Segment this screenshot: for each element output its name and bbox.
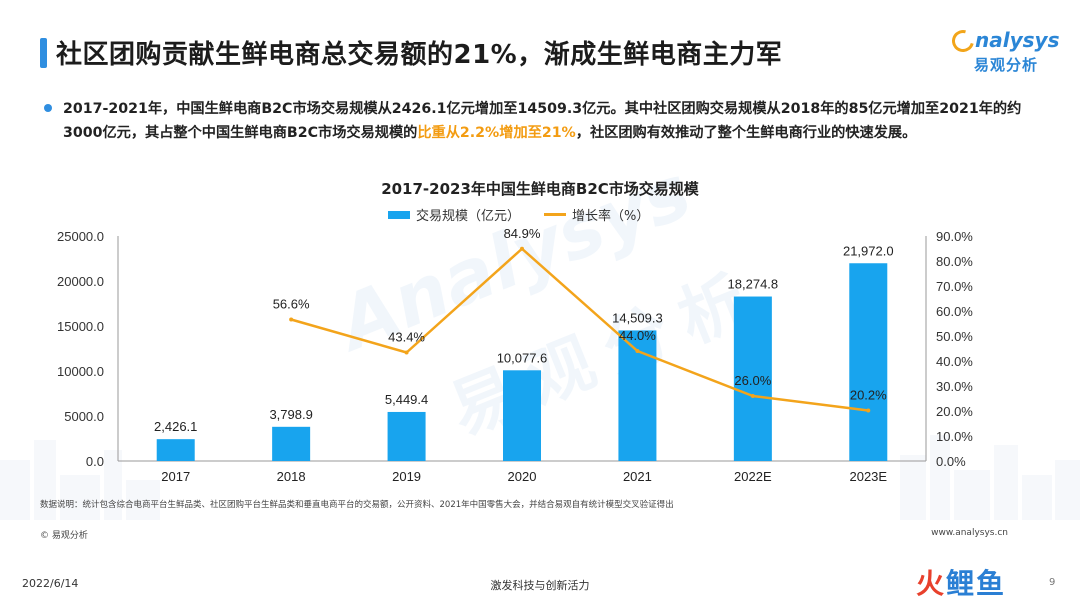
- title-accent-bar: [40, 38, 47, 68]
- bar-value-label: 2,426.1: [154, 419, 197, 434]
- data-source-note: 数据说明：统计包含综合电商平台生鲜品类、社区团购平台生鲜品类和垂直电商平台的交易…: [40, 500, 674, 510]
- logo-chinese-name: 易观分析: [974, 56, 1039, 74]
- logo-wordmark: nalysys: [975, 28, 1060, 52]
- x-tick-label: 2019: [392, 469, 421, 484]
- bar-value-label: 18,274.8: [728, 277, 779, 292]
- chart-legend: 交易规模（亿元） 增长率（%）: [388, 205, 673, 224]
- brand-part-2: 鲤鱼: [946, 567, 1007, 600]
- legend-bar-label: 交易规模（亿元）: [416, 209, 521, 224]
- legend-bar-swatch: [388, 210, 410, 219]
- page-title: 社区团购贡献生鲜电商总交易额的21%，渐成生鲜电商主力军: [56, 40, 783, 70]
- legend-line-label: 增长率（%）: [572, 209, 650, 224]
- legend-line-swatch: [544, 213, 567, 216]
- growth-rate-label: 20.2%: [850, 388, 887, 403]
- growth-rate-label: 56.6%: [273, 297, 310, 312]
- y-left-tick-label: 10000.0: [57, 364, 104, 379]
- legend-item-bar: 交易规模（亿元）: [388, 205, 520, 224]
- y-left-tick-label: 25000.0: [57, 229, 104, 244]
- y-right-tick-label: 60.0%: [936, 304, 973, 319]
- y-right-tick-label: 20.0%: [936, 404, 973, 419]
- x-tick-label: 2018: [277, 469, 306, 484]
- x-tick-label: 2022E: [734, 469, 772, 484]
- copyright-text: © 易观分析: [40, 531, 88, 541]
- y-right-tick-label: 40.0%: [936, 354, 973, 369]
- y-right-tick-label: 90.0%: [936, 229, 973, 244]
- bar: [503, 370, 541, 461]
- brand-part-1: 火: [916, 567, 947, 600]
- footer-slogan: 激发科技与创新活力: [490, 579, 590, 592]
- growth-rate-label: 26.0%: [734, 373, 771, 388]
- summary-text-after: ，社区团购有效推动了整个生鲜电商行业的快速发展。: [575, 125, 917, 141]
- growth-rate-point: [635, 349, 640, 353]
- website-url: www.analysys.cn: [931, 528, 1008, 538]
- bar: [733, 296, 772, 461]
- growth-rate-point: [750, 394, 755, 398]
- growth-rate-label: 44.0%: [619, 328, 656, 343]
- bar-value-label: 3,798.9: [269, 407, 312, 422]
- summary-highlight: 比重从2.2%增加至21%: [417, 125, 576, 141]
- y-left-tick-label: 5000.0: [64, 409, 104, 424]
- brand-watermark: 火鲤鱼: [916, 562, 1006, 602]
- bar: [387, 411, 426, 461]
- bar-value-label: 5,449.4: [385, 392, 428, 407]
- page-number: 9: [1049, 577, 1056, 588]
- growth-rate-label: 43.4%: [388, 330, 425, 345]
- growth-rate-point: [289, 317, 294, 322]
- growth-rate-line: [290, 247, 869, 412]
- growth-rate-point: [520, 246, 524, 251]
- bar: [849, 263, 888, 461]
- summary-text-before: 2017-2021年，中国生鲜电商B2C市场交易规模从2426.1亿元增加至14…: [63, 101, 1022, 141]
- bar-value-label: 21,972.0: [843, 243, 894, 258]
- summary-paragraph: 2017-2021年，中国生鲜电商B2C市场交易规模从2426.1亿元增加至14…: [63, 97, 1033, 145]
- x-tick-label: 2021: [623, 469, 652, 484]
- y-right-tick-label: 50.0%: [936, 329, 973, 344]
- bar-value-label: 14,509.3: [612, 310, 663, 325]
- y-right-tick-label: 0.0%: [936, 454, 966, 469]
- y-right-tick-label: 70.0%: [936, 279, 973, 294]
- bar: [272, 426, 311, 461]
- bullet-dot-icon: [44, 104, 52, 112]
- y-left-tick-label: 0.0: [86, 454, 104, 469]
- bar-value-label: 10,077.6: [497, 350, 548, 365]
- y-left-tick-label: 20000.0: [57, 274, 104, 289]
- y-right-tick-label: 10.0%: [936, 429, 973, 444]
- bar: [156, 439, 195, 461]
- y-right-tick-label: 30.0%: [936, 379, 973, 394]
- growth-rate-point: [404, 350, 409, 355]
- legend-item-line: 增长率（%）: [544, 205, 649, 224]
- x-tick-label: 2023E: [849, 469, 887, 484]
- x-tick-label: 2020: [508, 469, 537, 484]
- chart-title: 2017-2023年中国生鲜电商B2C市场交易规模: [381, 180, 699, 198]
- y-right-tick-label: 80.0%: [936, 254, 973, 269]
- growth-rate-label: 84.9%: [504, 226, 541, 241]
- y-left-tick-label: 15000.0: [57, 319, 104, 334]
- growth-rate-point: [866, 408, 871, 413]
- analysys-logo: nalysys 易观分析: [947, 24, 1062, 80]
- footer-date: 2022/6/14: [22, 577, 79, 590]
- x-tick-label: 2017: [161, 469, 190, 484]
